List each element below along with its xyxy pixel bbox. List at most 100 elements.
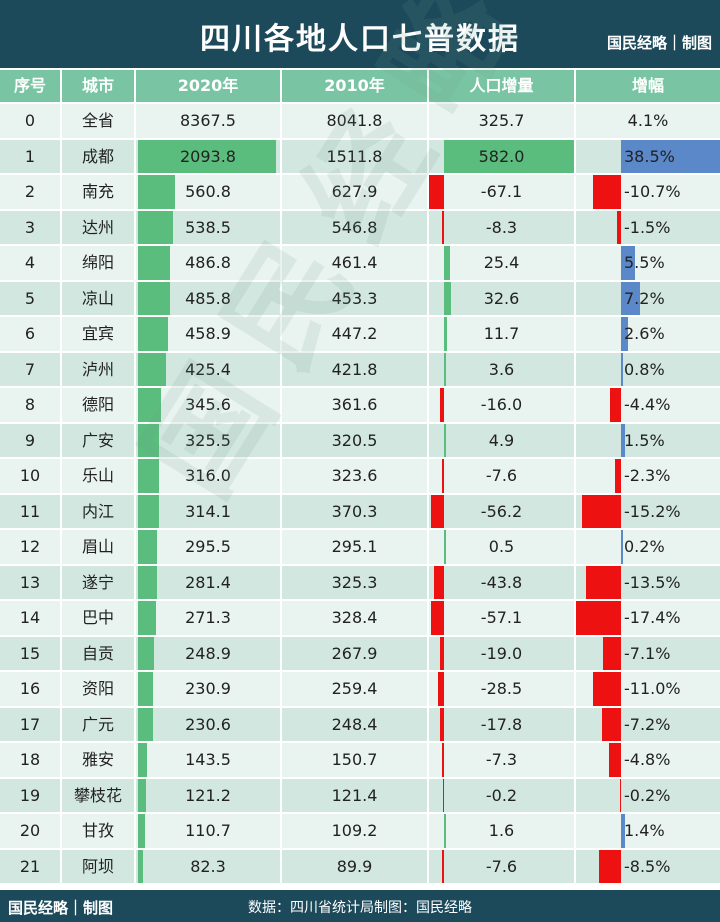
- population-2020-bar: [138, 459, 159, 493]
- cell-p2020: 230.6: [134, 707, 280, 741]
- growth-rate-bar: [621, 814, 625, 848]
- population-delta-bar: [444, 814, 446, 848]
- cell-p2010: 89.9: [280, 849, 427, 883]
- cell-p2010: 259.4: [280, 672, 427, 706]
- cell-text: 成都: [81, 146, 114, 166]
- cell-text: 248.4: [331, 714, 378, 734]
- cell-text: -8.3: [485, 217, 518, 237]
- cell-p2020: 538.5: [134, 210, 280, 244]
- cell-text: 150.7: [331, 750, 378, 769]
- population-delta-bar: [439, 707, 444, 741]
- cell-text: 凉山: [81, 288, 114, 308]
- cell-text: 1511.8: [326, 146, 383, 166]
- growth-rate-bar: [621, 317, 628, 351]
- population-delta-bar: [437, 672, 444, 706]
- cell-delta: -7.6: [427, 459, 574, 493]
- cell-p2020: 143.5: [134, 743, 280, 777]
- cell-idx: 18: [0, 743, 60, 777]
- cell-p2010: 328.4: [280, 601, 427, 635]
- cell-idx: 10: [0, 459, 60, 493]
- growth-rate-bar: [617, 210, 621, 244]
- cell-text: -67.1: [480, 182, 523, 201]
- population-2020-bar: [138, 388, 161, 422]
- population-delta-bar: [442, 743, 444, 777]
- cell-growth: 1.5%: [574, 423, 720, 457]
- table-row: 6 宜宾 458.9 447.2 11.7 2.6%: [0, 317, 720, 351]
- cell-text: 314.1: [185, 501, 231, 521]
- cell-growth: -11.0%: [574, 672, 720, 706]
- cell-text: 5.5%: [624, 253, 665, 272]
- cell-p2020: 281.4: [134, 565, 280, 599]
- table-row: 3 达州 538.5 546.8 -8.3 -1.5%: [0, 210, 720, 244]
- cell-p2010: 248.4: [280, 707, 427, 741]
- cell-delta: 0.5: [427, 530, 574, 564]
- cell-text: 德阳: [81, 395, 114, 414]
- population-2020-bar: [138, 317, 169, 351]
- cell-text: -28.5: [480, 679, 523, 698]
- cell-text: 甘孜: [81, 821, 114, 840]
- column-header-row: 序号 城市 2020年 2010年 人口增量 增幅: [0, 70, 720, 102]
- cell-p2020: 560.8: [134, 175, 280, 209]
- cell-text: 17: [19, 714, 41, 734]
- cell-text: 乐山: [81, 466, 114, 485]
- cell-text: 2: [24, 182, 36, 201]
- cell-p2010: 325.3: [280, 565, 427, 599]
- cell-delta: -67.1: [427, 175, 574, 209]
- table-row: 19 攀枝花 121.2 121.4 -0.2 -0.2%: [0, 778, 720, 812]
- table-row: 1 成都 2093.8 1511.8 582.0 38.5%: [0, 139, 720, 173]
- cell-city: 宜宾: [60, 317, 134, 351]
- cell-p2020: 458.9: [134, 317, 280, 351]
- cell-p2020: 121.2: [134, 778, 280, 812]
- cell-growth: 5.5%: [574, 246, 720, 280]
- cell-text: 1: [24, 146, 36, 166]
- population-2020-bar: [138, 210, 174, 244]
- cell-p2020: 248.9: [134, 636, 280, 670]
- column-header-2020: 2020年: [134, 70, 280, 102]
- cell-text: -15.2%: [624, 501, 681, 521]
- cell-text: 0: [24, 111, 36, 130]
- cell-idx: 4: [0, 246, 60, 280]
- cell-text: -10.7%: [624, 182, 681, 201]
- cell-text: 0.2%: [624, 537, 665, 556]
- cell-text: 1.6: [488, 821, 515, 840]
- cell-delta: 11.7: [427, 317, 574, 351]
- cell-text: 10: [19, 466, 41, 485]
- cell-p2020: 314.1: [134, 494, 280, 528]
- cell-idx: 15: [0, 637, 60, 671]
- cell-p2020: 425.4: [134, 352, 280, 386]
- cell-growth: 0.2%: [574, 530, 720, 564]
- cell-text: 全省: [81, 111, 114, 130]
- population-2020-bar: [138, 778, 146, 812]
- population-2020-bar: [138, 175, 175, 209]
- cell-city: 乐山: [60, 459, 134, 493]
- cell-text: 雅安: [81, 750, 114, 769]
- cell-city: 广安: [60, 423, 134, 457]
- cell-text: 230.9: [185, 679, 231, 698]
- cell-p2020: 271.3: [134, 601, 280, 635]
- population-2020-bar: [138, 707, 154, 741]
- growth-rate-bar: [621, 139, 720, 173]
- cell-text: 7: [24, 359, 36, 379]
- cell-text: 4: [24, 253, 36, 272]
- source-note: 数据：四川省统计局制图：国民经略: [248, 900, 472, 916]
- cell-city: 阿坝: [60, 849, 134, 883]
- cell-text: 143.5: [185, 750, 231, 769]
- growth-rate-bar: [615, 459, 621, 493]
- cell-text: 5: [24, 288, 36, 308]
- cell-city: 德阳: [60, 388, 134, 422]
- column-header-growth: 增幅: [574, 70, 720, 102]
- cell-text: 遂宁: [81, 572, 114, 592]
- cell-text: 370.3: [331, 501, 378, 521]
- cell-p2010: 320.5: [280, 423, 427, 457]
- cell-text: 627.9: [331, 182, 378, 201]
- cell-text: 阿坝: [81, 856, 114, 876]
- cell-city: 眉山: [60, 530, 134, 564]
- cell-text: 16: [19, 679, 41, 698]
- cell-text: 达州: [81, 217, 114, 237]
- cell-p2010: 323.6: [280, 459, 427, 493]
- cell-idx: 5: [0, 282, 60, 316]
- brand-label-top: 国民经略｜制图: [606, 34, 712, 52]
- population-delta-bar: [442, 210, 444, 244]
- cell-city: 泸州: [60, 352, 134, 386]
- cell-delta: -57.1: [427, 601, 574, 635]
